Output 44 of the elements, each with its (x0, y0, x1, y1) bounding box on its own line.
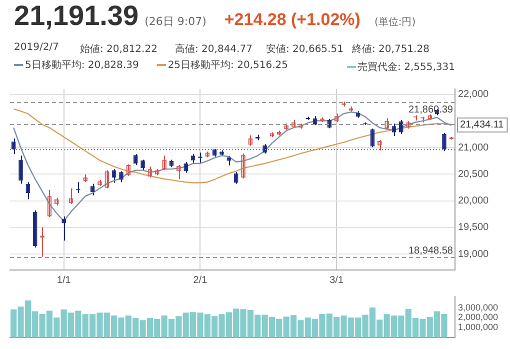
candlestick (226, 155, 232, 166)
candlestick (241, 152, 246, 179)
ref-line-label: 21,434.11 (460, 119, 504, 130)
text: +214.28 (+1.02%) (224, 10, 360, 30)
candlestick (399, 119, 404, 134)
text: (単位:円) (374, 16, 416, 29)
text: 安値: 20,665.51 (266, 42, 344, 56)
candlestick (133, 154, 138, 166)
candlestick (119, 170, 124, 183)
text: (26日 9:07) (144, 14, 206, 29)
candlestick (162, 155, 166, 171)
candlestick (104, 170, 110, 189)
candlestick (140, 159, 145, 171)
y-tick-label: 20,000 (458, 196, 490, 207)
text: 始値: 20,812.22 (80, 43, 158, 56)
legend-label: 5日移動平均: 20,828.39 (24, 59, 139, 72)
chart-title: 21,191.39 (14, 0, 139, 32)
candlestick (442, 132, 446, 152)
x-tick-label: 3/1 (330, 274, 344, 286)
candlestick (392, 123, 396, 137)
text: 2019/2/7 (14, 42, 59, 53)
candlestick (377, 140, 382, 151)
ref-line-label: 21,860.39 (408, 104, 454, 116)
y-tick-label: 1,000,000 (458, 322, 498, 332)
y-tick-label: 19,000 (458, 248, 490, 260)
ref-line-label: 18,948.58 (408, 245, 454, 256)
y-tick-label: 19,500 (458, 222, 490, 234)
text: 終値: 20,751.28 (352, 43, 430, 56)
text: 高値: 20,844.77 (175, 42, 252, 56)
y-tick-label: 22,000 (458, 89, 490, 100)
y-tick-label: 21,000 (458, 142, 490, 154)
x-tick-label: 2/1 (193, 274, 208, 286)
candlestick (18, 155, 23, 184)
x-tick-label: 1/1 (56, 274, 72, 286)
legend-label: 売買代金: 2,555,331 (356, 60, 455, 74)
candlestick (62, 216, 66, 242)
legend-label: 25日移動平均: 20,516.25 (166, 59, 288, 72)
y-tick-label: 3,000,000 (458, 302, 498, 312)
candlestick (176, 164, 181, 180)
y-tick-label: 2,000,000 (458, 312, 498, 322)
candlestick (11, 138, 16, 155)
y-tick-label: 20,500 (458, 168, 490, 180)
candlestick (184, 161, 188, 174)
candlestick (327, 118, 332, 129)
